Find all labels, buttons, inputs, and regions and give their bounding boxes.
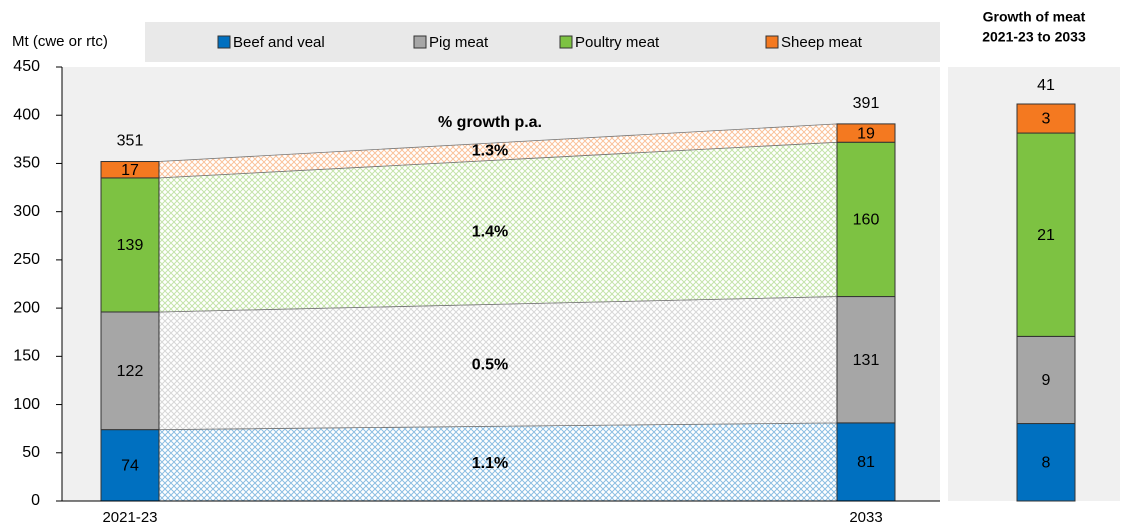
growth-label: 1.1% xyxy=(472,455,508,472)
y-tick-label: 350 xyxy=(13,155,40,172)
bar-segment xyxy=(100,161,160,179)
panel-bar-segment xyxy=(1016,423,1076,502)
panel-value-label: 3 xyxy=(1042,111,1051,128)
bar-value-label: 160 xyxy=(853,212,880,229)
panel-title: Growth of meat xyxy=(983,9,1086,25)
panel-title: 2021-23 to 2033 xyxy=(982,29,1086,45)
panel-value-label: 9 xyxy=(1042,372,1051,389)
legend-background xyxy=(145,22,940,62)
legend-swatch xyxy=(765,35,779,49)
bar-segment xyxy=(836,141,896,298)
legend-swatch xyxy=(217,35,231,49)
y-tick-label: 50 xyxy=(22,444,40,461)
panel-bar-segment xyxy=(1016,132,1076,337)
bar-value-label: 74 xyxy=(121,458,139,475)
growth-label: 1.3% xyxy=(472,143,508,160)
x-tick-label: 2021-23 xyxy=(102,509,157,526)
legend-label: Pig meat xyxy=(429,34,489,51)
legend-label: Beef and veal xyxy=(233,34,325,51)
y-tick-label: 300 xyxy=(13,203,40,220)
legend-swatch xyxy=(559,35,573,49)
bar-value-label: 131 xyxy=(853,352,880,369)
y-tick-label: 0 xyxy=(31,492,40,509)
y-tick-label: 400 xyxy=(13,106,40,123)
y-tick-label: 100 xyxy=(13,396,40,413)
bar-segment xyxy=(100,429,160,502)
bar-value-label: 139 xyxy=(117,237,144,254)
y-tick-label: 150 xyxy=(13,348,40,365)
bar-segment xyxy=(100,311,160,431)
total-label: 391 xyxy=(853,95,880,112)
panel-total-label: 41 xyxy=(1037,77,1055,94)
bar-value-label: 81 xyxy=(857,454,875,471)
y-tick-label: 250 xyxy=(13,251,40,268)
legend-label: Poultry meat xyxy=(575,34,660,51)
panel-bar-segment xyxy=(1016,103,1076,134)
panel-value-label: 21 xyxy=(1037,227,1055,244)
y-tick-label: 450 xyxy=(13,58,40,75)
y-axis-label: Mt (cwe or rtc) xyxy=(12,33,108,50)
bar-segment xyxy=(836,422,896,502)
legend-label: Sheep meat xyxy=(781,34,863,51)
y-tick-label: 200 xyxy=(13,299,40,316)
growth-label: 0.5% xyxy=(472,356,508,373)
growth-label: 1.4% xyxy=(472,223,508,240)
growth-title: % growth p.a. xyxy=(438,114,542,131)
x-tick-label: 2033 xyxy=(849,509,882,526)
total-label: 351 xyxy=(117,133,144,150)
bar-segment xyxy=(836,123,896,143)
panel-value-label: 8 xyxy=(1042,454,1051,471)
bar-value-label: 19 xyxy=(857,125,875,142)
bar-value-label: 122 xyxy=(117,363,144,380)
bar-segment xyxy=(100,177,160,313)
legend-swatch xyxy=(413,35,427,49)
bar-value-label: 17 xyxy=(121,162,139,179)
bar-segment xyxy=(836,296,896,424)
